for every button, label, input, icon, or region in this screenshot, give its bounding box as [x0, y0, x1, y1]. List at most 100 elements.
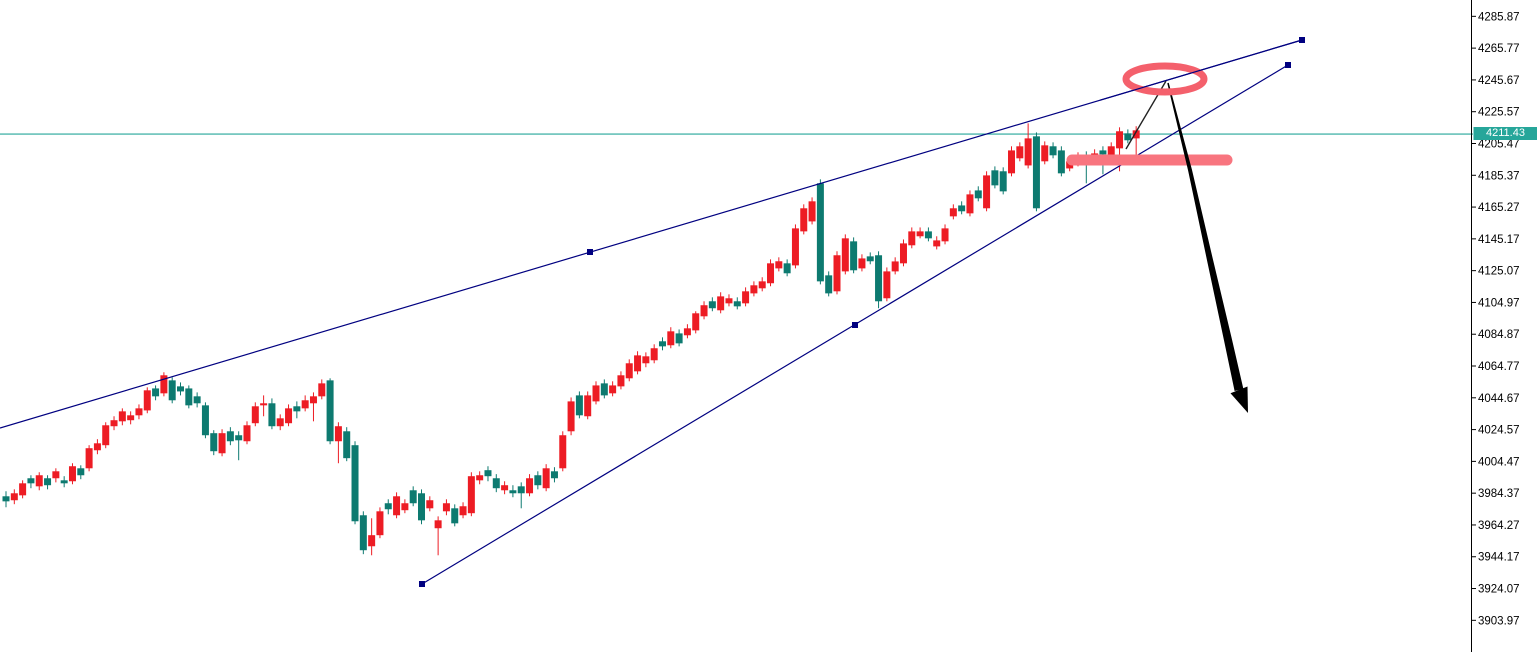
candle — [459, 506, 467, 516]
axis-tick-label: 4125.07 — [1478, 266, 1520, 278]
candle — [102, 425, 110, 446]
candle — [850, 241, 858, 271]
arrow-head-icon — [1230, 386, 1248, 413]
candle — [559, 435, 567, 469]
candle — [675, 333, 683, 344]
candle — [276, 418, 284, 427]
axis-tick-label: 4145.17 — [1478, 234, 1520, 246]
candle — [825, 275, 833, 294]
trendline-anchor-marker[interactable] — [1285, 62, 1291, 68]
candle — [326, 380, 334, 442]
candle — [226, 431, 234, 442]
upper-channel-line[interactable] — [0, 37, 1305, 429]
arrow-shaft — [1167, 82, 1244, 392]
candle — [650, 348, 658, 361]
candle — [376, 511, 384, 536]
candle — [550, 471, 558, 479]
candle — [592, 385, 600, 402]
trendline-anchor-marker[interactable] — [587, 249, 593, 255]
ellipse-highlight[interactable] — [1122, 62, 1208, 96]
candle — [68, 466, 76, 482]
axis-tick-label: 4185.37 — [1478, 170, 1520, 182]
candle — [600, 383, 608, 396]
candle — [833, 255, 841, 292]
upper-channel-line-overlay — [1099, 39, 1303, 101]
axis-tick-label: 4084.87 — [1478, 329, 1520, 341]
candle — [767, 263, 775, 284]
axis-tick-label: 4265.77 — [1478, 43, 1520, 55]
candle — [1049, 146, 1057, 156]
candle — [924, 231, 932, 239]
candle — [609, 385, 617, 394]
candle — [118, 411, 126, 422]
candle — [1041, 145, 1049, 162]
axis-tick-label: 4245.67 — [1478, 75, 1520, 87]
current-price-box — [1473, 127, 1537, 140]
candle — [393, 496, 401, 516]
candle — [958, 205, 966, 212]
candle — [875, 255, 883, 302]
candle — [1099, 150, 1107, 155]
candle — [841, 238, 849, 272]
candle — [991, 170, 999, 186]
candle — [534, 475, 542, 486]
candle — [883, 271, 891, 299]
candle — [783, 263, 791, 274]
candle — [110, 420, 118, 427]
trendline-anchor-marker[interactable] — [852, 322, 858, 328]
upper-channel-line-segment[interactable] — [0, 39, 1303, 429]
candle — [1124, 133, 1132, 141]
candle — [1016, 146, 1024, 159]
candle — [700, 305, 708, 317]
candle — [1008, 150, 1016, 174]
candle — [260, 403, 268, 406]
candle — [916, 231, 924, 237]
candle — [19, 483, 27, 496]
candle — [750, 285, 758, 294]
candle — [418, 493, 425, 521]
candle — [467, 476, 475, 514]
candle — [44, 478, 52, 486]
candle — [152, 388, 160, 397]
candle — [368, 535, 376, 547]
candle — [177, 386, 185, 392]
candle — [891, 261, 899, 272]
candle — [1024, 138, 1032, 166]
candle — [143, 390, 151, 411]
candle — [127, 415, 135, 421]
candle — [93, 443, 101, 451]
candle — [692, 313, 700, 331]
trendline-anchor-marker[interactable] — [419, 581, 425, 587]
candle — [235, 435, 243, 441]
lower-channel-line[interactable] — [419, 62, 1291, 587]
candle — [10, 493, 18, 501]
down-arrow-annotation[interactable] — [1125, 80, 1248, 413]
candle — [517, 486, 525, 494]
axis-tick-label: 4225.57 — [1478, 107, 1520, 119]
candle — [268, 403, 276, 427]
candle — [343, 431, 351, 459]
candle — [77, 468, 85, 476]
candle — [908, 231, 916, 246]
candle — [301, 400, 309, 409]
candle — [667, 331, 675, 346]
axis-tick-label: 3924.07 — [1478, 584, 1520, 596]
axis-tick-label: 4004.47 — [1478, 456, 1520, 468]
axis-tick-label: 4024.57 — [1478, 425, 1520, 437]
candle — [509, 490, 517, 494]
candle — [351, 445, 359, 522]
candle — [185, 388, 193, 406]
candle — [899, 243, 907, 264]
candlesticks — [2, 123, 1140, 556]
price-axis[interactable]: 4285.87 4265.77 4245.67 4225.57 4205.47 4185.… — [1471, 0, 1520, 652]
axis-tick-label: 4044.67 — [1478, 393, 1520, 405]
candle — [160, 375, 168, 394]
candle — [1057, 150, 1065, 174]
candle — [409, 490, 417, 504]
candle — [210, 433, 218, 452]
candle — [526, 478, 534, 494]
axis-tick-label: 3903.97 — [1478, 615, 1520, 627]
candle — [476, 475, 484, 481]
